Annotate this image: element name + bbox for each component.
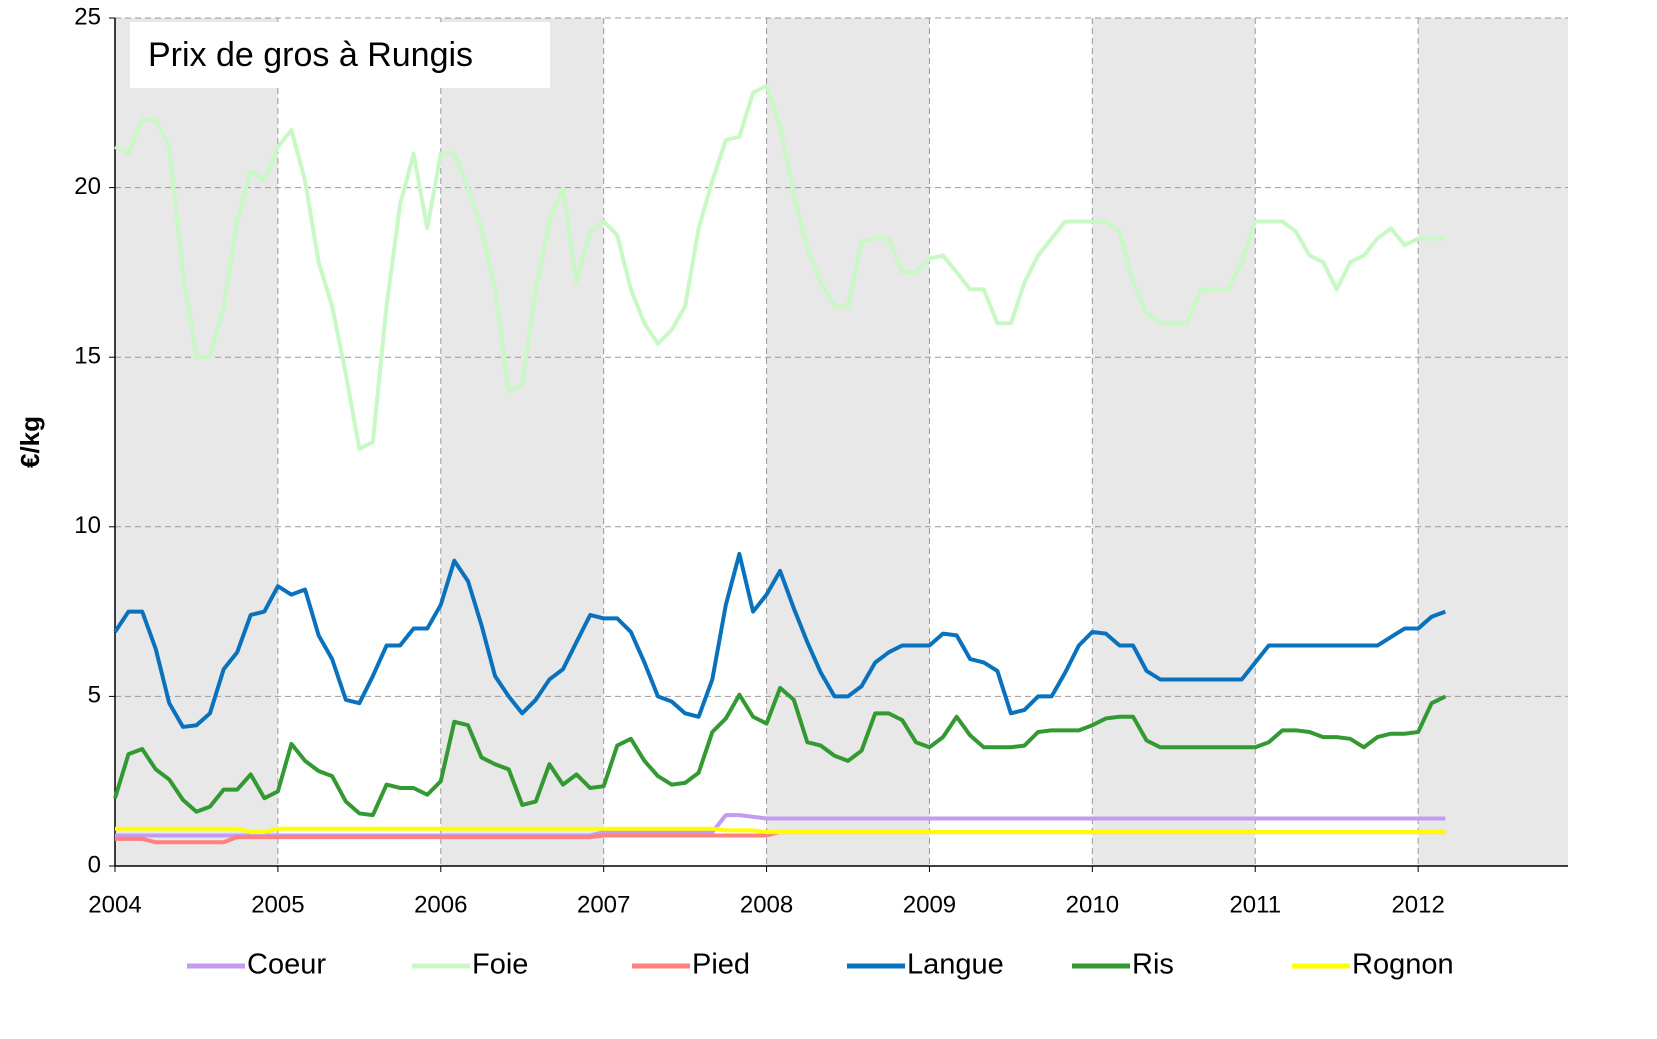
title-box: [130, 22, 550, 88]
plot-area: 0 5 10 15 20 25 2004 2005 2006 2007 2008 2009 2010 20…: [74, 3, 1568, 918]
y-axis-label: €/kg: [15, 416, 45, 468]
series-line: [115, 826, 1446, 835]
shading-band: [440, 18, 604, 866]
series-line: [114, 83, 1446, 451]
x-tick-label: 2008: [740, 891, 793, 918]
series-line: [113, 685, 1447, 818]
x-tick-label: 2010: [1066, 891, 1119, 918]
y-tick-label: 0: [88, 851, 101, 878]
shading-band: [1418, 18, 1568, 866]
y-tick-label: 10: [74, 512, 101, 539]
legend-label: Ris: [1132, 949, 1174, 981]
y-tick-label: 15: [74, 343, 101, 370]
y-tick-label: 20: [74, 173, 101, 200]
series-line: [113, 551, 1447, 729]
legend-label: Langue: [907, 949, 1004, 981]
y-tick-label: 5: [88, 682, 101, 709]
x-tick-label: 2007: [577, 891, 630, 918]
x-tick-label: 2006: [414, 891, 467, 918]
legend-label: Pied: [692, 949, 750, 981]
legend-label: Coeur: [247, 949, 326, 981]
x-tick-label: 2009: [903, 891, 956, 918]
x-tick-label: 2011: [1229, 891, 1281, 918]
x-tick-label: 2005: [251, 891, 304, 918]
chart-title: Prix de gros à Rungis: [148, 36, 473, 74]
x-tick-label: 2004: [88, 891, 141, 918]
legend-label: Rognon: [1352, 949, 1454, 981]
shading-band: [1092, 18, 1256, 866]
shading-band: [766, 18, 930, 866]
x-tick-label: 2012: [1391, 891, 1444, 918]
shading-band: [115, 18, 278, 866]
legend-label: Foie: [472, 949, 528, 981]
y-tick-label: 25: [74, 3, 101, 30]
